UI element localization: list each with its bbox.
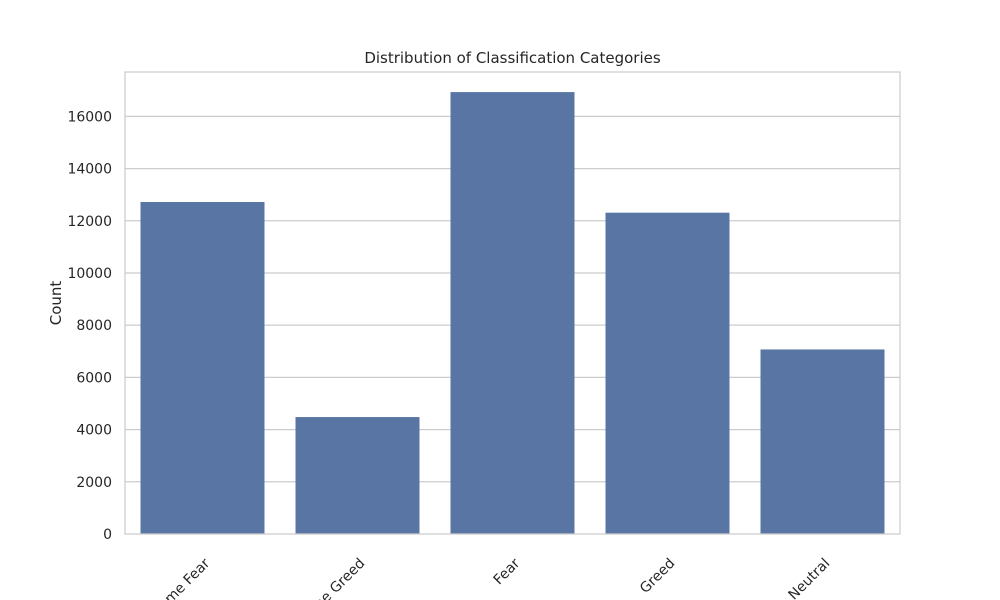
x-tick-labels: Extreme Fear Extreme Greed Fear Greed Neutra…	[136, 555, 834, 600]
y-tick-label: 14000	[67, 162, 112, 178]
y-axis-label: Count	[47, 281, 65, 326]
y-tick-labels: 0 2000 4000 6000 8000 10000 12000 14000 16000	[67, 109, 112, 543]
bar-neutral	[760, 349, 885, 534]
chart-title: Distribution of Classification Categorie…	[364, 49, 661, 67]
x-tick-label: Extreme Fear	[136, 555, 214, 600]
bar-extreme-fear	[140, 201, 265, 534]
y-tick-label: 0	[103, 527, 112, 543]
y-tick-label: 16000	[67, 109, 112, 125]
y-tick-label: 6000	[76, 370, 112, 386]
x-tick-label: Greed	[637, 556, 678, 597]
x-tick-label: Fear	[491, 555, 524, 588]
x-tick-label: Neutral	[785, 556, 833, 600]
bar-fear	[450, 92, 575, 535]
bar-extreme-greed	[295, 417, 420, 534]
bar-greed	[605, 212, 730, 534]
plot-frame	[124, 71, 901, 535]
bars	[140, 92, 885, 535]
y-tick-label: 4000	[76, 423, 112, 439]
y-tick-label: 10000	[67, 266, 112, 282]
x-tick-label: Extreme Greed	[282, 556, 368, 600]
y-tick-label: 8000	[76, 318, 112, 334]
y-tick-label: 12000	[67, 214, 112, 230]
y-tick-label: 2000	[76, 475, 112, 491]
